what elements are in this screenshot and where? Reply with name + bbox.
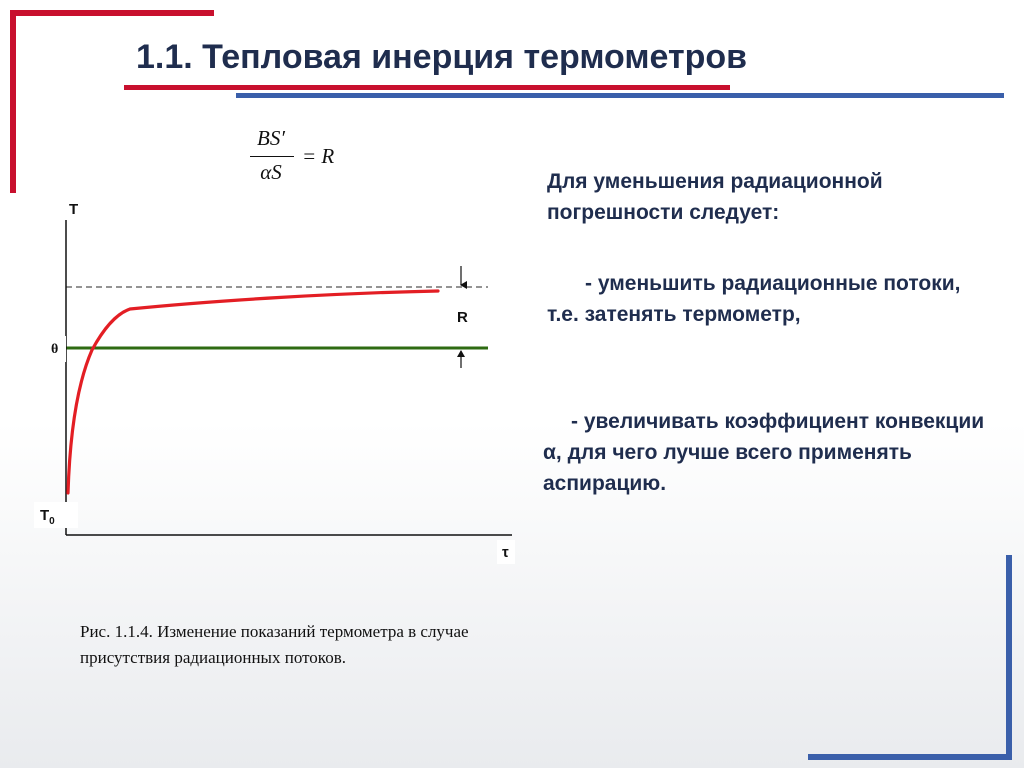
formula-numerator: BS′ (257, 126, 285, 150)
t0-label: T0 (40, 507, 55, 527)
r-arrow-bottom-icon (457, 350, 465, 368)
thermometer-response-diagram: T R θ T0 τ (34, 196, 515, 564)
formula-fraction-bar (250, 156, 294, 157)
t0-label-subscript: 0 (49, 516, 55, 527)
decorative-red-bar-vertical (10, 10, 16, 193)
y-axis-label: T (69, 201, 78, 218)
title-underline-blue (236, 93, 1004, 98)
theta-label: θ (51, 342, 58, 357)
x-axis-label: τ (502, 544, 509, 561)
formula-denominator: αS (260, 160, 282, 184)
page-title: 1.1. Тепловая инерция термометров (136, 38, 748, 76)
intro-text: Для уменьшения радиационной погрешности … (547, 170, 883, 224)
decorative-blue-bar-vertical (1006, 555, 1012, 760)
temperature-response-curve (66, 289, 440, 495)
figure-caption: Рис. 1.1.4. Изменение показаний термомет… (80, 622, 469, 667)
decorative-blue-bar-horizontal (808, 754, 1012, 760)
formula-rhs: = R (302, 144, 335, 168)
t0-label-main: T (40, 507, 49, 524)
title-underline-red (124, 85, 730, 90)
bullet-reduce-radiation: - уменьшить радиационные потоки, т.е. за… (547, 272, 961, 326)
r-label: R (457, 309, 468, 326)
bullet-increase-convection: - увеличивать коэффициент конвекции α, д… (543, 410, 985, 495)
decorative-red-bar-horizontal (10, 10, 214, 16)
